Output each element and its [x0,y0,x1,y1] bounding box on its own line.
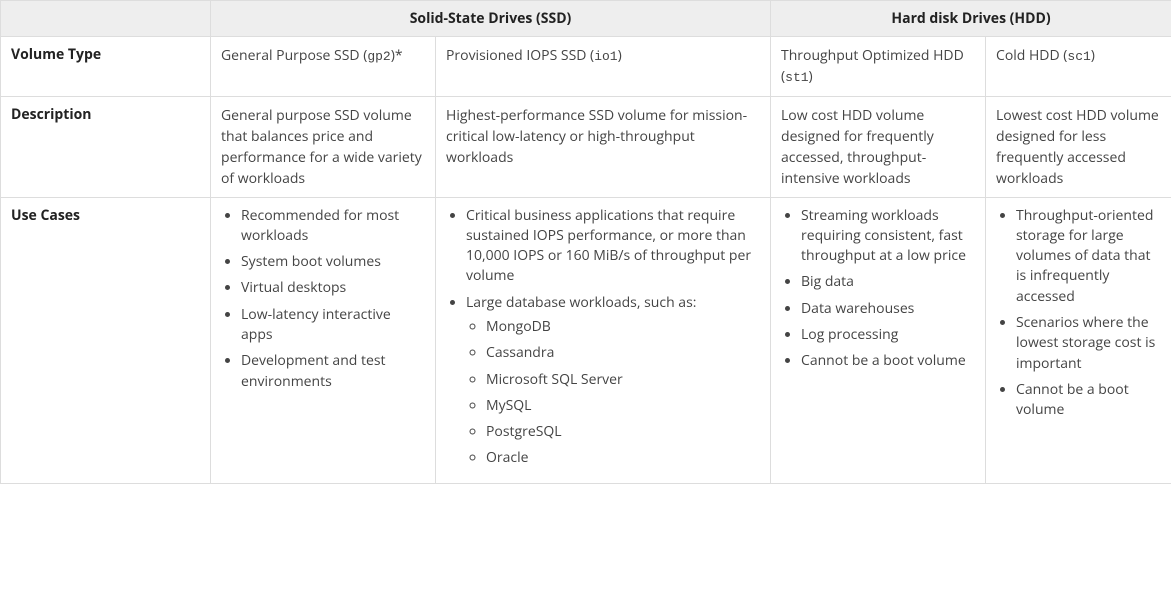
header-blank [1,1,211,37]
header-row: Solid-State Drives (SSD) Hard disk Drive… [1,1,1171,37]
voltype-io1-label: Provisioned IOPS SSD ( [446,46,594,65]
rowlabel-volume-type: Volume Type [1,37,211,97]
usecases-io1: Critical business applications that requ… [436,197,771,483]
list-item: Large database workloads, such as:MongoD… [466,293,760,469]
rowlabel-description: Description [1,96,211,197]
rowlabel-use-cases: Use Cases [1,197,211,483]
desc-io1: Highest-performance SSD volume for missi… [436,96,771,197]
list-item: PostgreSQL [486,422,760,442]
voltype-gp2-suffix: )* [391,46,403,65]
list-item: Cassandra [486,343,760,363]
voltype-gp2-code: gp2 [367,49,390,64]
list-item: Oracle [486,448,760,468]
list-item: Log processing [801,325,975,345]
usecases-gp2: Recommended for most workloads System boo… [211,197,436,483]
list-item: Critical business applications that requ… [466,206,760,287]
list-item: System boot volumes [241,252,425,272]
voltype-sc1-code: sc1 [1067,49,1090,64]
voltype-gp2-label: General Purpose SSD ( [221,46,367,65]
voltype-io1-code: io1 [594,49,617,64]
list-item: Scenarios where the lowest storage cost … [1016,313,1161,374]
list-item: Cannot be a boot volume [1016,380,1161,421]
voltype-sc1-suffix: ) [1091,46,1095,65]
list-item: Microsoft SQL Server [486,370,760,390]
row-description: Description General purpose SSD volume t… [1,96,1171,197]
voltype-io1: Provisioned IOPS SSD (io1) [436,37,771,97]
desc-sc1: Lowest cost HDD volume designed for less… [986,96,1171,197]
voltype-st1: Throughput Optimized HDD (st1) [771,37,986,97]
row-use-cases: Use Cases Recommended for most workloads… [1,197,1171,483]
desc-gp2: General purpose SSD volume that balances… [211,96,436,197]
row-volume-type: Volume Type General Purpose SSD (gp2)* P… [1,37,1171,97]
voltype-gp2: General Purpose SSD (gp2)* [211,37,436,97]
list-item: Virtual desktops [241,278,425,298]
list-item: Big data [801,272,975,292]
list-item: MongoDB [486,317,760,337]
list-item: Recommended for most workloads [241,206,425,247]
list-item: Development and test environments [241,351,425,392]
voltype-sc1: Cold HDD (sc1) [986,37,1171,97]
list-item: Streaming workloads requiring consistent… [801,206,975,267]
list-item: MySQL [486,396,760,416]
usecases-sc1: Throughput-oriented storage for large vo… [986,197,1171,483]
list-item: Data warehouses [801,299,975,319]
header-ssd: Solid-State Drives (SSD) [211,1,771,37]
usecases-st1: Streaming workloads requiring consistent… [771,197,986,483]
desc-st1: Low cost HDD volume designed for frequen… [771,96,986,197]
header-hdd: Hard disk Drives (HDD) [771,1,1171,37]
voltype-io1-suffix: ) [618,46,622,65]
voltype-sc1-label: Cold HDD ( [996,46,1067,65]
voltype-st1-suffix: ) [809,67,813,86]
list-item: Cannot be a boot volume [801,351,975,371]
list-item: Throughput-oriented storage for large vo… [1016,206,1161,307]
ebs-volume-types-table: Solid-State Drives (SSD) Hard disk Drive… [0,0,1171,484]
voltype-st1-code: st1 [785,70,808,85]
list-item: Low-latency interactive apps [241,305,425,346]
